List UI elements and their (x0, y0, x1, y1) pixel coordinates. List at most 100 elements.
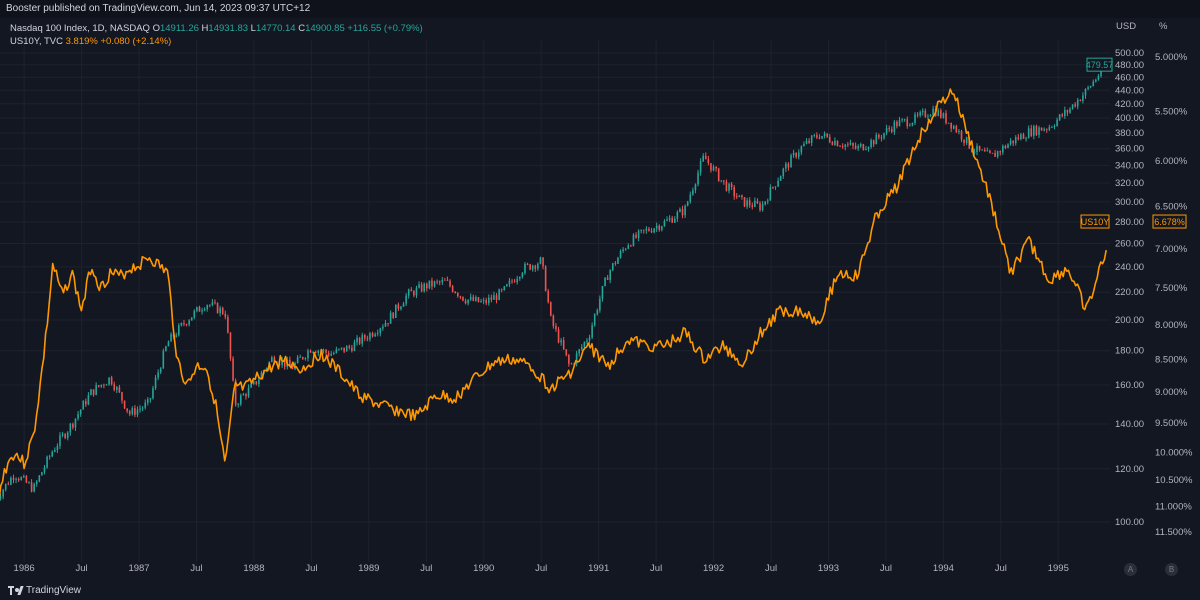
us10y-pct-badge-text: 6.678% (1154, 217, 1185, 227)
ndx-candle (201, 310, 203, 312)
ndx-candle (43, 467, 46, 473)
tradingview-logo[interactable]: TradingView (8, 585, 81, 596)
ndx-candle (485, 300, 488, 304)
ndx-candle (529, 264, 531, 270)
ndx-candle (387, 323, 389, 324)
ndx-candle (126, 408, 128, 412)
ndx-candle (61, 434, 64, 436)
ndx-candle (704, 155, 707, 160)
ndx-candle (1069, 108, 1071, 113)
ndx-candle (216, 303, 219, 314)
ndx-candle (834, 140, 836, 145)
percent-tick-label: 10.500% (1155, 475, 1193, 486)
ndx-candle (668, 218, 671, 220)
ndx-candle (420, 284, 423, 292)
ndx-candle (971, 148, 973, 152)
ndx-candle (139, 408, 141, 410)
usd-tick-label: 240.00 (1115, 262, 1144, 273)
ndx-candle (374, 334, 376, 337)
ndx-candle (898, 120, 901, 127)
ndx-candle (108, 377, 110, 385)
ndx-candle (134, 408, 136, 415)
ndx-candle (190, 317, 193, 321)
ndx-candle (299, 357, 302, 358)
ndx-candle (676, 212, 679, 219)
us10y-label-badge-text: US10Y (1081, 217, 1110, 227)
us10y-change: +0.080 (+2.14%) (100, 36, 172, 47)
ndx-candle (1061, 114, 1064, 117)
percent-tick-label: 6.000% (1155, 156, 1188, 167)
ndx-candle (766, 200, 769, 202)
ndx-candle (46, 456, 48, 468)
ndx-candle (477, 297, 480, 303)
x-tick-label: 1987 (128, 563, 149, 574)
ndx-candle (588, 337, 591, 341)
ndx-candle (648, 228, 650, 231)
ndx-candle (578, 349, 581, 354)
ndx-candle (454, 291, 457, 294)
ndx-candle (914, 114, 916, 123)
ndx-candle (828, 136, 831, 143)
x-tick-label: Jul (305, 563, 317, 574)
ndx-candle (813, 135, 816, 137)
ndx-candle (382, 326, 384, 329)
ndx-candle (609, 270, 611, 280)
ndx-candle (854, 145, 857, 149)
ndx-candle (963, 139, 965, 144)
ndx-candle (490, 297, 493, 300)
footer: TradingView (0, 580, 1200, 600)
ndx-candle (351, 347, 353, 352)
ndx-candle (508, 280, 511, 285)
ndx-candle (456, 293, 459, 297)
published-text: Booster published on TradingView.com, Ju… (6, 3, 311, 14)
ndx-candle (255, 381, 258, 385)
bars-button[interactable]: B (1165, 563, 1178, 576)
ndx-candle (885, 128, 888, 134)
ndx-candle (379, 328, 382, 334)
ndx-candle (345, 346, 348, 352)
ndx-candle (180, 323, 183, 326)
ndx-candle (366, 338, 369, 340)
ndx-close-label: C (298, 23, 306, 34)
ndx-candle (697, 172, 699, 185)
ndx-candle (7, 483, 10, 485)
ndx-candle (821, 135, 823, 139)
ndx-candle (23, 476, 25, 478)
ndx-candle (438, 281, 441, 283)
auto-scale-button[interactable]: A (1124, 563, 1137, 576)
ndx-candle (97, 385, 100, 387)
ndx-candle (198, 306, 201, 312)
ndx-candle (976, 145, 978, 152)
ndx-candle (583, 341, 586, 347)
usd-tick-label: 200.00 (1115, 315, 1144, 326)
ndx-candle (234, 380, 237, 405)
ndx-candle (397, 304, 400, 309)
ndx-candle (790, 155, 792, 168)
ndx-candle (467, 299, 469, 304)
ndx-candle (890, 129, 893, 132)
ndx-candle (1043, 129, 1045, 131)
ndx-candle (624, 248, 627, 250)
x-tick-label: 1989 (358, 563, 379, 574)
ndx-candle (1076, 99, 1079, 107)
ndx-candle (444, 279, 446, 281)
ndx-candle (531, 265, 534, 270)
ndx-candle (787, 163, 790, 168)
ndx-candle (803, 143, 805, 147)
ndx-candle (1002, 145, 1004, 153)
ndx-candle (852, 143, 854, 146)
ndx-candle (242, 394, 245, 396)
us10y-legend-row[interactable]: US10Y, TVC 3.819% +0.080 (+2.14%) (10, 35, 423, 48)
ndx-candle (332, 352, 335, 355)
ndx-legend-row[interactable]: Nasdaq 100 Index, 1D, NASDAQ O14911.26 H… (10, 22, 423, 35)
ndx-candle (911, 122, 914, 126)
ndx-candle (131, 408, 134, 415)
ndx-candle (240, 395, 242, 405)
ndx-low: 14770.14 (255, 23, 296, 34)
ndx-candle (1033, 126, 1035, 136)
usd-tick-label: 320.00 (1115, 178, 1144, 189)
ndx-candle (1053, 125, 1056, 127)
ndx-candle (586, 340, 588, 342)
x-tick-label: Jul (650, 563, 662, 574)
